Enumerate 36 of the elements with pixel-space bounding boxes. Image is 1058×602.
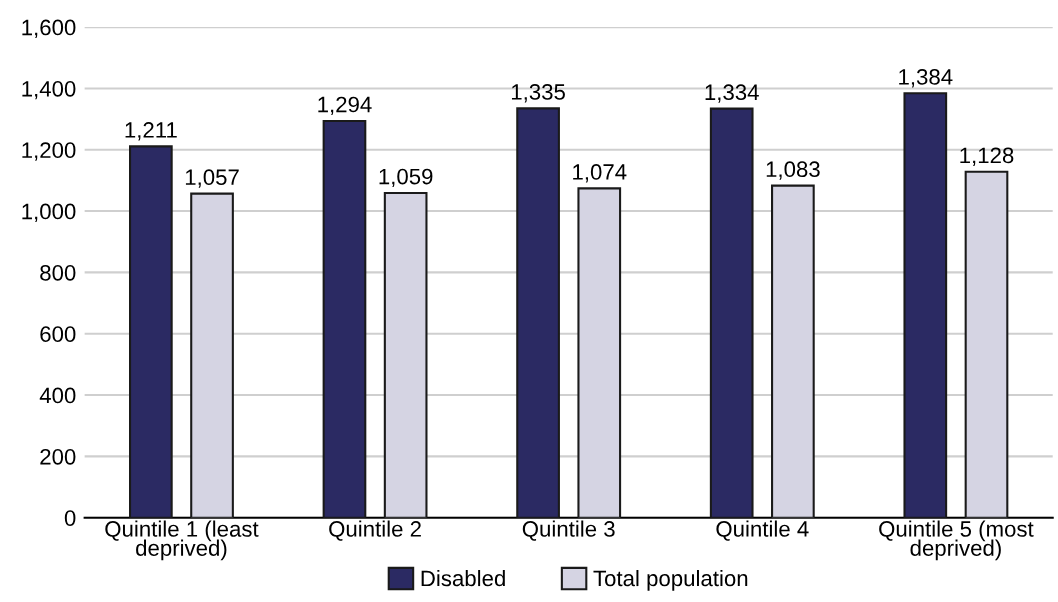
y-tick-label: 400 <box>39 387 76 404</box>
y-tick-label: 200 <box>40 448 76 465</box>
x-tick-label: Quintile 5 (most deprived) <box>879 520 1034 561</box>
y-tick-label: 1,200 <box>22 142 76 161</box>
bar <box>516 107 560 518</box>
y-tick-label: 600 <box>40 326 76 342</box>
y-tick-label: 1,000 <box>22 203 76 222</box>
x-tick-label: Quintile 2 <box>329 520 421 541</box>
y-tick-label: 800 <box>40 264 76 281</box>
legend-label: Disabled <box>421 569 505 587</box>
bar <box>577 187 622 518</box>
bar <box>709 107 754 518</box>
bar <box>964 170 1009 518</box>
legend-label: Total population <box>593 569 748 591</box>
y-tick-label: 0 <box>64 510 76 526</box>
bar <box>322 119 367 518</box>
data-label: 1,059 <box>379 168 433 188</box>
x-tick-label: Quintile 4 <box>716 520 809 541</box>
data-label: 1,335 <box>511 84 565 103</box>
data-label: 1,083 <box>766 161 820 180</box>
data-label: 1,384 <box>899 69 953 88</box>
data-label: 1,128 <box>960 147 1014 166</box>
y-tick-label: 1,400 <box>22 80 76 100</box>
bar <box>129 145 173 518</box>
data-label: 1,211 <box>125 122 177 141</box>
data-label: 1,074 <box>573 164 627 183</box>
data-label: 1,334 <box>705 84 759 103</box>
bar <box>771 184 815 518</box>
data-label: 1,294 <box>318 96 372 115</box>
x-tick-label: Quintile 3 <box>522 520 615 541</box>
bar <box>903 92 948 518</box>
x-tick-label: Quintile 1 (least deprived) <box>105 520 259 561</box>
data-label: 1,057 <box>185 169 239 188</box>
y-tick-label: 1,600 <box>22 19 76 38</box>
bar <box>383 191 428 518</box>
bar <box>190 192 234 518</box>
